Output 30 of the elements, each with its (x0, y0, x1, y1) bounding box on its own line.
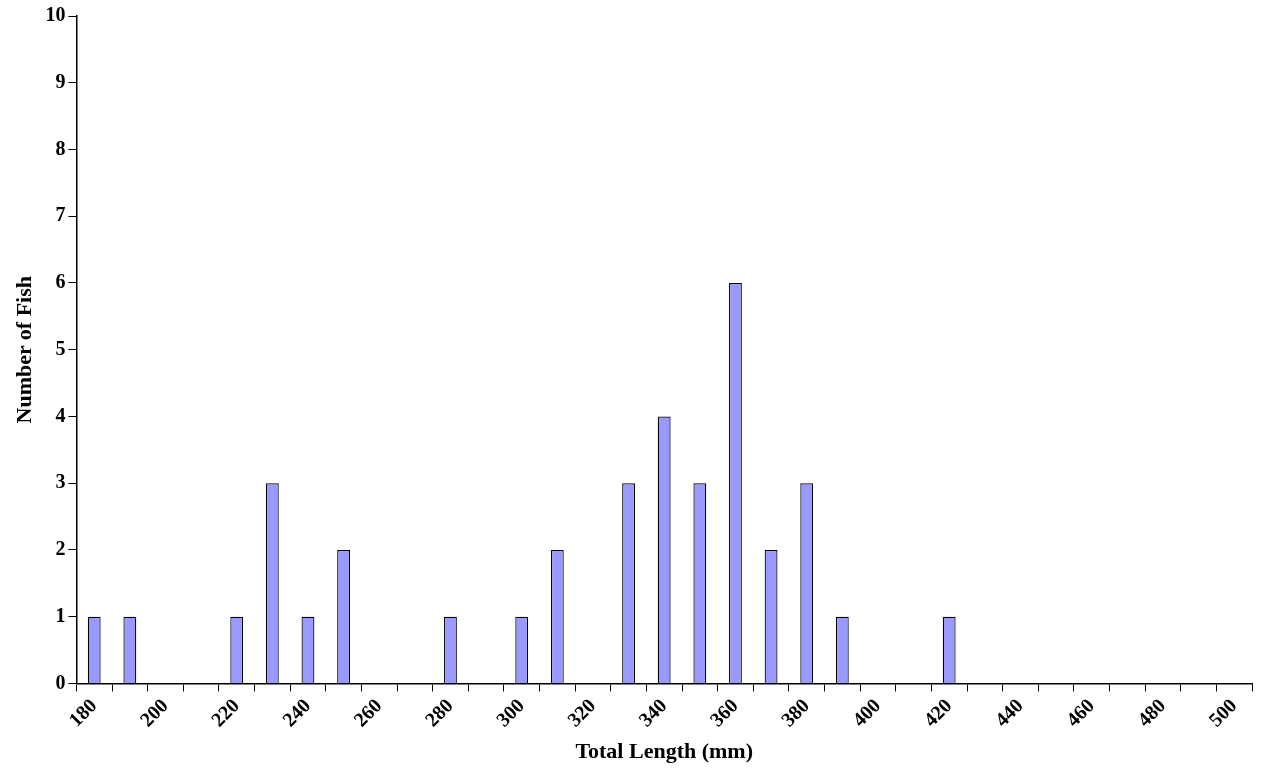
y-tick-label: 3 (55, 470, 66, 493)
y-tick-label: 1 (55, 603, 66, 626)
x-tick-label: 380 (776, 693, 814, 731)
x-tick-label: 360 (705, 693, 742, 731)
y-tick-label: 2 (55, 537, 66, 560)
x-tick-label: 300 (491, 693, 529, 731)
x-tick-label: 280 (420, 693, 457, 731)
y-tick-label: 8 (55, 136, 66, 159)
x-tick-label: 320 (562, 693, 600, 731)
y-tick-label: 6 (55, 270, 66, 293)
x-tick-label: 480 (1132, 693, 1170, 731)
y-axis-title: Number of Fish (10, 275, 36, 424)
y-tick-label: 5 (55, 336, 66, 359)
x-tick-label: 220 (206, 693, 244, 731)
x-tick-label: 400 (847, 693, 885, 731)
x-tick-label: 460 (1061, 693, 1099, 731)
y-tick-label: 10 (45, 3, 66, 26)
y-tick-label: 7 (55, 203, 66, 226)
x-tick-label: 260 (348, 693, 386, 731)
x-tick-label: 420 (918, 693, 956, 731)
y-tick-label: 4 (55, 403, 66, 426)
x-tick-label: 180 (63, 693, 101, 731)
x-tick-label: 500 (1203, 693, 1241, 731)
x-tick-label: 240 (277, 693, 315, 731)
y-tick-label: 0 (55, 670, 66, 693)
x-tick-label: 340 (633, 693, 671, 731)
x-tick-label: 200 (135, 693, 172, 731)
y-tick-label: 9 (55, 69, 66, 92)
x-axis-title: Total Length (mm) (575, 738, 754, 764)
x-tick-label: 440 (990, 693, 1027, 731)
